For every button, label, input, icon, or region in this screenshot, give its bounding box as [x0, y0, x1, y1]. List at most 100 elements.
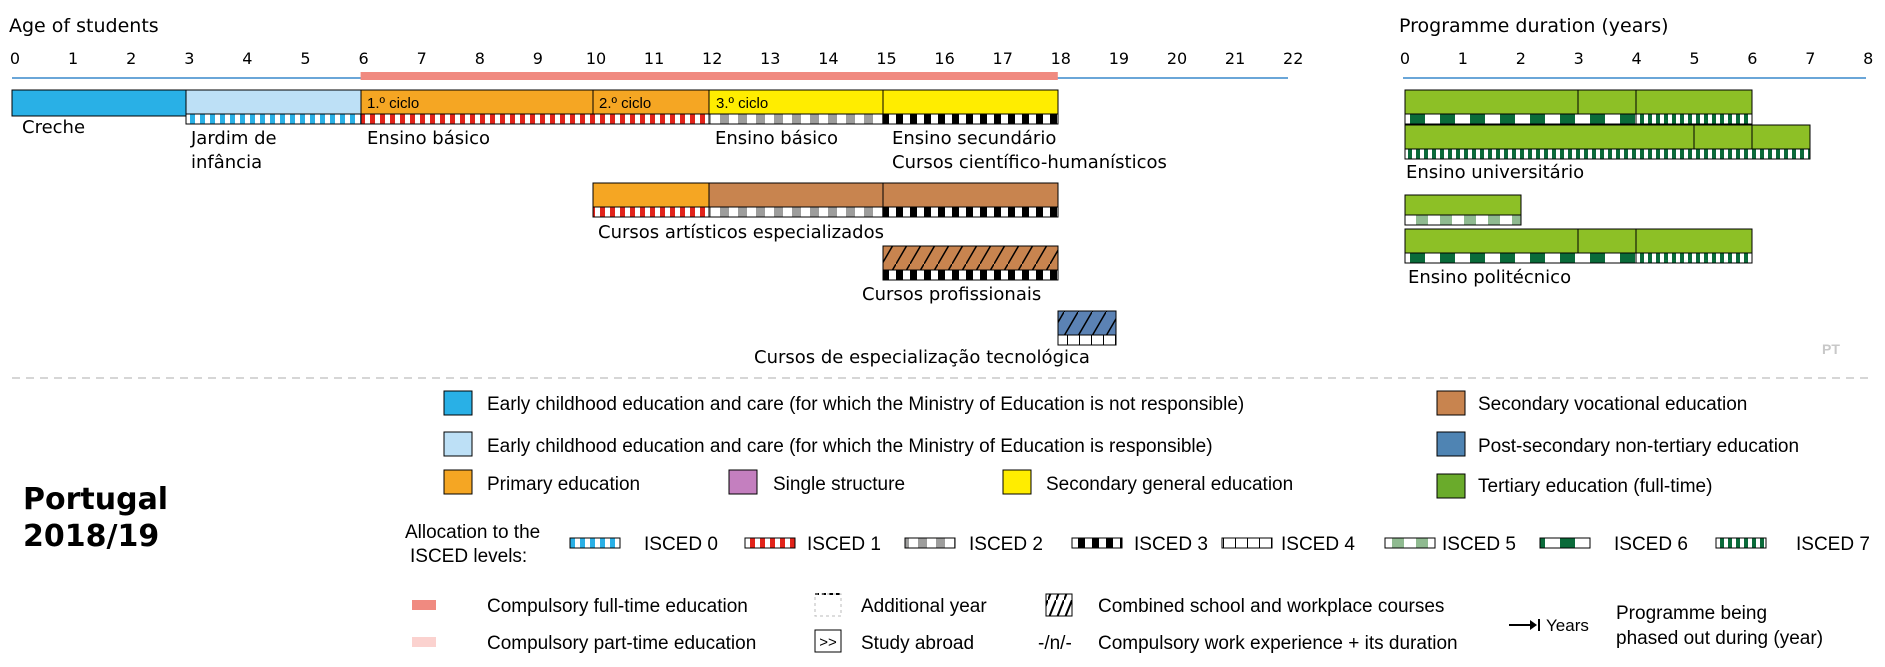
- cursos-cientifico-label: Cursos científico-humanísticos: [892, 152, 1167, 173]
- legend-years: Years: [1546, 616, 1589, 635]
- legend-swatch-secondary-vocational: [1436, 390, 1466, 416]
- legend-isced: Allocation to the ISCED levels: ISCED 0 …: [405, 522, 1870, 567]
- cursos-especializacao-label: Cursos de especialização tecnológica: [754, 347, 1090, 368]
- legend-secondary-vocational: Secondary vocational education: [1478, 394, 1747, 415]
- age-tick-10: 10: [586, 49, 606, 68]
- study-abroad-symbol: >>: [819, 634, 837, 651]
- age-tick-12: 12: [702, 49, 722, 68]
- duration-axis-ticks: 0 1 2 3 4 5 6 7 8: [1400, 49, 1873, 68]
- ensino-politecnico-label: Ensino politécnico: [1408, 267, 1571, 288]
- age-tick-2: 2: [126, 49, 136, 68]
- legend-swatch-ecec-moe: [443, 431, 473, 457]
- ensino-secundario-programme: [882, 89, 1059, 125]
- isced-1-swatch: [744, 537, 796, 549]
- legend-ecec-not-moe: Early childhood education and care (for …: [487, 394, 1244, 415]
- ensino-universitario-programme: [1404, 89, 1811, 160]
- legend-swatch-post-secondary: [1436, 431, 1466, 457]
- allocation-label-line2: ISCED levels:: [410, 546, 527, 567]
- isced-0-label: ISCED 0: [644, 534, 718, 555]
- isced-3-label: ISCED 3: [1134, 534, 1208, 555]
- isced-2-swatch: [904, 537, 956, 549]
- age-tick-5: 5: [300, 49, 310, 68]
- legend-combined: Combined school and workplace courses: [1098, 596, 1444, 617]
- cursos-especializacao-programme: [1057, 310, 1117, 346]
- ensino-basico-label-1: Ensino básico: [367, 128, 490, 149]
- isced-7-swatch: [1715, 537, 1767, 549]
- isced-3-swatch: [1071, 537, 1123, 549]
- age-tick-16: 16: [934, 49, 954, 68]
- combined-hatch-icon: [1045, 593, 1073, 617]
- jardim-label-line1: Jardim de: [190, 128, 277, 149]
- duration-axis-title: Programme duration (years): [1399, 15, 1669, 37]
- creche-programme: [11, 89, 187, 117]
- ensino-secundario-label: Ensino secundário: [892, 128, 1056, 149]
- duration-tick-3: 3: [1574, 49, 1584, 68]
- country-year: 2018/19: [23, 519, 159, 554]
- allocation-label-line1: Allocation to the: [405, 522, 540, 543]
- cursos-artisticos-programme: [592, 182, 1059, 218]
- legend-post-secondary: Post-secondary non-tertiary education: [1478, 436, 1799, 457]
- creche-label: Creche: [22, 117, 85, 138]
- legend-additional-year: Additional year: [861, 596, 987, 617]
- cursos-artisticos-label: Cursos artísticos especializados: [598, 222, 884, 243]
- age-tick-21: 21: [1225, 49, 1245, 68]
- compulsory-part-swatch: [412, 637, 436, 647]
- duration-tick-6: 6: [1747, 49, 1757, 68]
- legend-phased-line1: Programme being: [1616, 603, 1767, 624]
- study-abroad-icon: [814, 629, 842, 653]
- additional-year-box: [814, 593, 842, 617]
- isced-2-label: ISCED 2: [969, 534, 1043, 555]
- duration-tick-5: 5: [1689, 49, 1699, 68]
- legend-swatch-secondary-general: [1002, 469, 1032, 495]
- age-tick-20: 20: [1167, 49, 1187, 68]
- legend-tertiary: Tertiary education (full-time): [1478, 476, 1712, 497]
- age-tick-22: 22: [1283, 49, 1303, 68]
- jardim-label-line2: infância: [191, 152, 262, 173]
- legend-swatch-ecec-not-moe: [443, 390, 473, 416]
- country-name: Portugal: [23, 482, 168, 517]
- duration-tick-2: 2: [1516, 49, 1526, 68]
- legend-swatch-tertiary: [1436, 473, 1466, 499]
- isced-0-swatch: [569, 537, 621, 549]
- age-tick-0: 0: [10, 49, 20, 68]
- age-tick-6: 6: [359, 49, 369, 68]
- age-tick-8: 8: [475, 49, 485, 68]
- ciclo-1-label: 1.º ciclo: [367, 95, 419, 112]
- age-tick-15: 15: [876, 49, 896, 68]
- ciclo-3-label: 3.º ciclo: [716, 95, 768, 112]
- legend-single: Single structure: [773, 474, 905, 495]
- legend-compulsory-full: Compulsory full-time education: [487, 596, 748, 617]
- legend-swatch-single: [728, 469, 758, 495]
- isced-5-label: ISCED 5: [1442, 534, 1516, 555]
- legend-phased-line2: phased out during (year): [1616, 628, 1823, 649]
- duration-tick-7: 7: [1805, 49, 1815, 68]
- isced-6-swatch: [1539, 537, 1591, 549]
- isced-6-label: ISCED 6: [1614, 534, 1688, 555]
- phased-out-arrow-icon: [1509, 619, 1540, 631]
- age-axis-title: Age of students: [9, 15, 159, 37]
- age-tick-3: 3: [184, 49, 194, 68]
- duration-tick-8: 8: [1863, 49, 1873, 68]
- age-tick-13: 13: [760, 49, 780, 68]
- legend-primary: Primary education: [487, 474, 640, 495]
- age-tick-18: 18: [1051, 49, 1071, 68]
- compulsory-full-swatch: [412, 600, 436, 610]
- legend-swatch-primary: [443, 469, 473, 495]
- cursos-profissionais-label: Cursos profissionais: [862, 284, 1041, 305]
- cursos-profissionais-programme: [882, 245, 1059, 281]
- work-experience-symbol: -/n/-: [1038, 633, 1072, 654]
- age-tick-9: 9: [533, 49, 543, 68]
- legend-compulsory-part: Compulsory part-time education: [487, 633, 756, 654]
- age-tick-1: 1: [68, 49, 78, 68]
- ensino-universitario-label: Ensino universitário: [1406, 162, 1584, 183]
- legend-secondary-general: Secondary general education: [1046, 474, 1293, 495]
- isced-4-label: ISCED 4: [1281, 534, 1355, 555]
- legend-symbols: Compulsory full-time education Compulsor…: [412, 593, 1823, 654]
- jardim-programme: [185, 89, 362, 125]
- compulsory-full-time-bar: [360, 72, 1058, 80]
- ciclo-2-label: 2.º ciclo: [599, 95, 651, 112]
- isced-4-swatch: [1221, 537, 1273, 549]
- legend-colours: Early childhood education and care (for …: [443, 390, 1799, 499]
- age-tick-14: 14: [818, 49, 838, 68]
